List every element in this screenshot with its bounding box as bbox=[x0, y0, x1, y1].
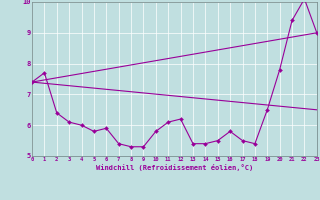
X-axis label: Windchill (Refroidissement éolien,°C): Windchill (Refroidissement éolien,°C) bbox=[96, 164, 253, 171]
